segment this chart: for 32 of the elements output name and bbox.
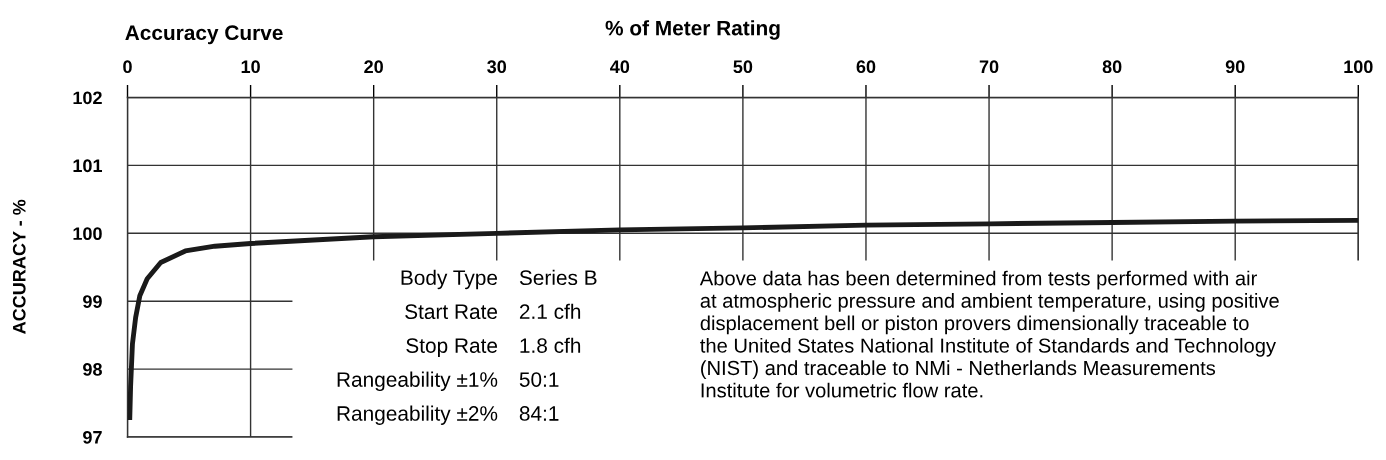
y-tick-label: 102 [73,91,102,105]
annotation: Rangeability ±2% [337,405,498,425]
x-tick-label: 70 [979,60,999,74]
annotation: Rangeability ±1% [337,371,498,392]
annotation: 2.1 cfh [519,303,581,320]
annotation: Above data has been determined from tests performed with air at atmospheric pressure and ambient temperature, using positive displacement bell or piston provers dimensionally traceable to the United States National Institute of Standards and Technology (NIST) and traceable to NMi - Netherlands Measurements Institute for volumetric flow rate. [699,270,1279,398]
x-tick-label: 90 [1225,60,1245,74]
x-tick-label: 20 [364,60,383,74]
x-tick-label: 50 [733,60,753,74]
annotation: 50:1 [519,372,559,387]
y-tick-label: 98 [83,363,102,376]
x-tick-label: 40 [610,60,630,74]
y-tick-label: 97 [83,430,102,444]
y-axis-title: ACCURACY - % [12,199,26,334]
x-tick-label: 10 [241,60,260,74]
x-tick-label: 60 [856,60,876,74]
x-tick-label: 30 [487,60,507,74]
y-tick-label: 100 [73,227,102,241]
y-tick-label: 101 [73,159,103,173]
annotation: Start Rate [405,304,498,320]
x-tick-label: 100 [1344,60,1373,74]
line-series [127,217,1359,423]
annotation: Series B [519,269,597,286]
y-tick-label: 99 [83,295,102,308]
annotation: 1.8 cfh [520,337,581,353]
x-axis-title: % of Meter Rating [605,20,780,40]
annotation: Body Type [401,269,498,290]
x-tick-label: 80 [1102,60,1122,74]
chart-title: Accuracy Curve [125,25,283,45]
annotation: Stop Rate [406,338,498,358]
x-tick-label: 0 [123,60,132,74]
annotation: 84:1 [519,406,559,421]
